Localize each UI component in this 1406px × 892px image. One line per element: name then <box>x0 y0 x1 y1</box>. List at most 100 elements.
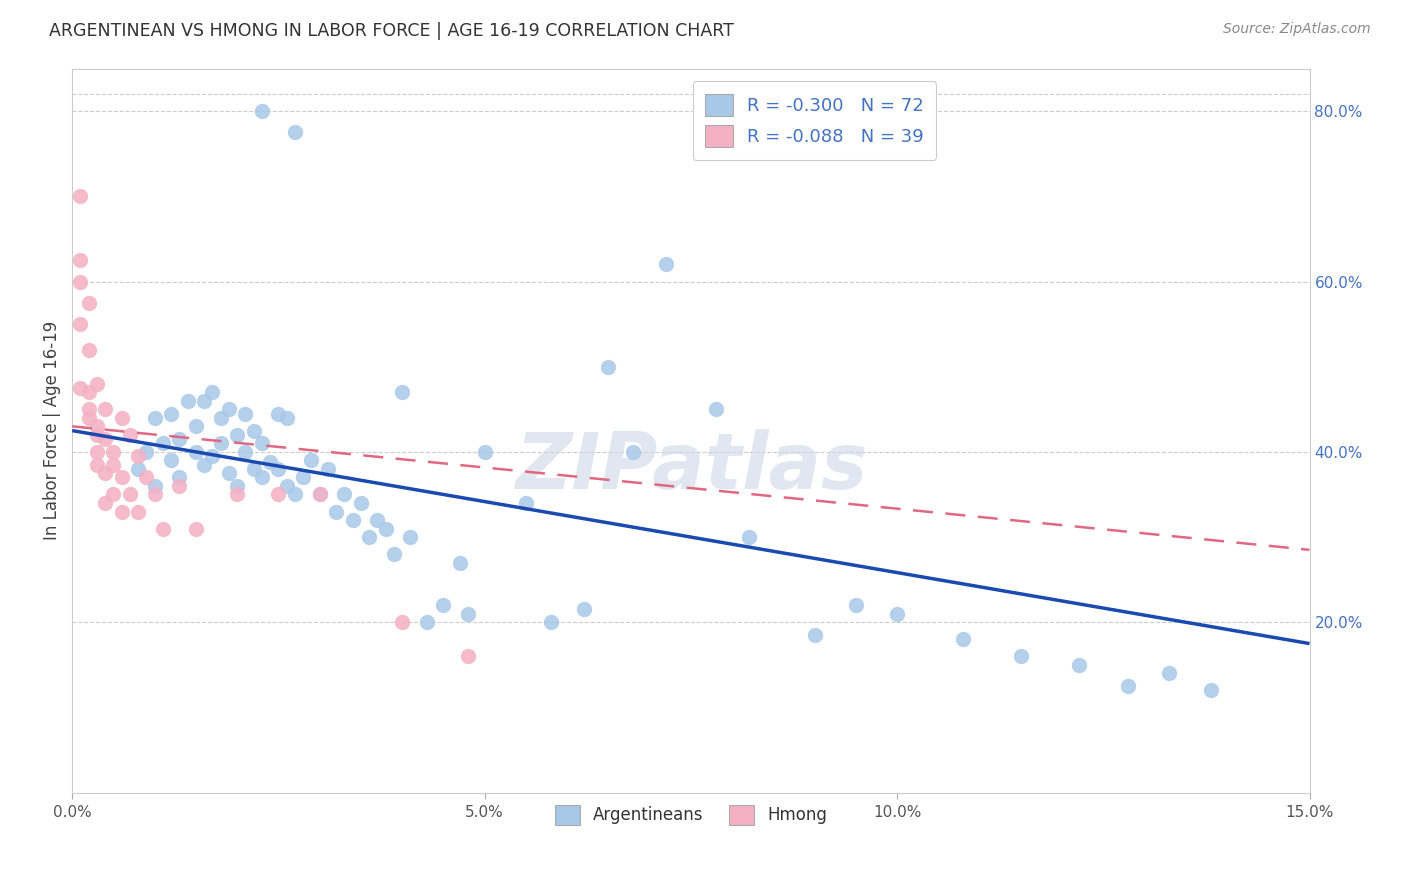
Point <box>737 530 759 544</box>
Point <box>209 410 232 425</box>
Point <box>77 343 100 357</box>
Point <box>474 445 496 459</box>
Point <box>382 547 405 561</box>
Point <box>169 479 191 493</box>
Point <box>250 470 273 484</box>
Point <box>160 453 183 467</box>
Point <box>118 427 141 442</box>
Point <box>193 458 215 472</box>
Point <box>86 458 108 472</box>
Point <box>325 504 347 518</box>
Point <box>201 449 224 463</box>
Point <box>77 385 100 400</box>
Point <box>201 385 224 400</box>
Point <box>143 487 166 501</box>
Point <box>111 410 134 425</box>
Point <box>391 385 413 400</box>
Point <box>103 445 125 459</box>
Point <box>86 376 108 391</box>
Point <box>209 436 232 450</box>
Point <box>515 496 537 510</box>
Point <box>342 513 364 527</box>
Point <box>845 599 868 613</box>
Point <box>267 407 290 421</box>
Point <box>242 424 264 438</box>
Point <box>94 432 117 446</box>
Point <box>276 479 298 493</box>
Text: ARGENTINEAN VS HMONG IN LABOR FORCE | AGE 16-19 CORRELATION CHART: ARGENTINEAN VS HMONG IN LABOR FORCE | AG… <box>49 22 734 40</box>
Point <box>366 513 388 527</box>
Point <box>218 466 240 480</box>
Point <box>432 599 454 613</box>
Point <box>103 458 125 472</box>
Point <box>77 410 100 425</box>
Point <box>391 615 413 630</box>
Point <box>69 189 91 203</box>
Point <box>103 487 125 501</box>
Point <box>218 402 240 417</box>
Point <box>1067 657 1090 672</box>
Point <box>160 407 183 421</box>
Point <box>350 496 373 510</box>
Point <box>235 407 257 421</box>
Point <box>169 432 191 446</box>
Point <box>86 427 108 442</box>
Point <box>143 479 166 493</box>
Point <box>184 522 207 536</box>
Point <box>69 317 91 331</box>
Point <box>135 445 157 459</box>
Point <box>267 462 290 476</box>
Point <box>143 410 166 425</box>
Point <box>250 436 273 450</box>
Point <box>94 466 117 480</box>
Point <box>127 504 149 518</box>
Point <box>399 530 422 544</box>
Point <box>152 522 174 536</box>
Point <box>86 445 108 459</box>
Point <box>416 615 439 630</box>
Point <box>886 607 908 621</box>
Point <box>69 275 91 289</box>
Point <box>359 530 381 544</box>
Point <box>152 436 174 450</box>
Point <box>449 556 471 570</box>
Point <box>77 402 100 417</box>
Point <box>267 487 290 501</box>
Point <box>284 487 307 501</box>
Point <box>118 487 141 501</box>
Point <box>308 487 330 501</box>
Point <box>621 445 644 459</box>
Point <box>242 462 264 476</box>
Point <box>226 479 249 493</box>
Point <box>135 470 157 484</box>
Text: Source: ZipAtlas.com: Source: ZipAtlas.com <box>1223 22 1371 37</box>
Point <box>333 487 356 501</box>
Point <box>226 487 249 501</box>
Point <box>540 615 562 630</box>
Point <box>284 125 307 139</box>
Point <box>86 419 108 434</box>
Point <box>301 453 323 467</box>
Point <box>1010 649 1032 664</box>
Point <box>308 487 330 501</box>
Point <box>226 427 249 442</box>
Point <box>69 381 91 395</box>
Point <box>316 462 339 476</box>
Point <box>457 607 479 621</box>
Point <box>94 496 117 510</box>
Point <box>111 470 134 484</box>
Point <box>177 393 200 408</box>
Point <box>127 449 149 463</box>
Point <box>704 402 727 417</box>
Point <box>127 462 149 476</box>
Point <box>111 504 134 518</box>
Y-axis label: In Labor Force | Age 16-19: In Labor Force | Age 16-19 <box>44 321 60 541</box>
Point <box>276 410 298 425</box>
Point <box>598 359 620 374</box>
Point <box>1159 666 1181 681</box>
Point <box>77 295 100 310</box>
Text: ZIPatlas: ZIPatlas <box>515 429 868 505</box>
Point <box>292 470 315 484</box>
Point <box>457 649 479 664</box>
Point <box>572 602 595 616</box>
